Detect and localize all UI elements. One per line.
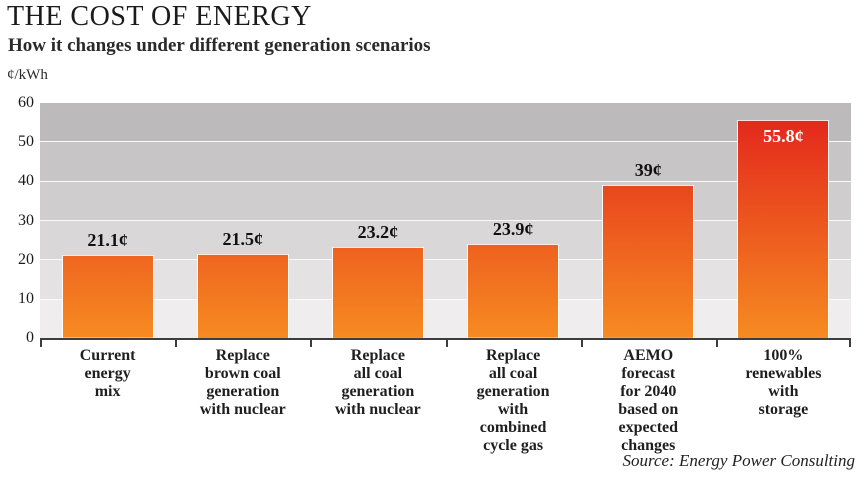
x-axis-tick xyxy=(40,340,42,347)
bar-value-label: 39¢ xyxy=(634,160,662,181)
x-axis-tick xyxy=(310,340,313,347)
chart-subtitle: How it changes under different generatio… xyxy=(8,35,431,56)
y-axis-tick-label: 30 xyxy=(18,211,34,229)
category-label: Replace all coal generation with nuclear xyxy=(335,347,421,418)
bar-value-label: 21.5¢ xyxy=(222,228,264,249)
bar xyxy=(602,185,695,338)
y-axis-tick-label: 0 xyxy=(26,329,34,346)
y-axis-tick-label: 50 xyxy=(18,133,34,151)
grid-band xyxy=(40,180,851,220)
bar-value-label: 55.8¢ xyxy=(763,125,804,146)
bar-value-label: 23.2¢ xyxy=(357,222,399,243)
grid-bands xyxy=(40,103,851,338)
category-label: Replace brown coal generation with nucle… xyxy=(199,347,286,418)
x-axis-tick xyxy=(445,340,448,347)
bar xyxy=(467,244,560,338)
grid-band xyxy=(40,141,851,181)
category-label: Current energy mix xyxy=(79,347,136,400)
bar xyxy=(737,119,830,338)
x-axis-tick xyxy=(715,340,718,347)
bar-value-label: 21.1¢ xyxy=(87,230,128,251)
grid-band xyxy=(40,259,851,299)
bar xyxy=(196,253,289,338)
bar xyxy=(61,255,154,338)
category-label: Replace all coal generation with combine… xyxy=(476,347,550,454)
chart-title: THE COST OF ENERGY xyxy=(7,1,312,32)
y-axis-tick-label: 40 xyxy=(18,172,34,190)
category-label: 100% renewables with storage xyxy=(745,347,822,418)
source-credit: Source: Energy Power Consulting xyxy=(622,451,855,470)
y-axis-tick-label: 20 xyxy=(18,250,34,268)
y-axis-tick-label: 60 xyxy=(18,94,34,111)
y-axis-tick-label: 10 xyxy=(18,289,34,307)
x-axis-tick xyxy=(175,340,178,347)
grid-band xyxy=(40,298,851,338)
y-axis-unit-label: ¢/kWh xyxy=(7,67,48,83)
x-axis-tick xyxy=(580,340,583,347)
category-label: AEMO forecast for 2040 based on expected… xyxy=(618,347,679,454)
grid-band xyxy=(40,103,851,142)
bar xyxy=(331,247,424,338)
grid-band xyxy=(40,219,851,260)
bar-value-label: 23.9¢ xyxy=(492,219,534,240)
x-axis-tick xyxy=(849,340,851,347)
plot-area: 21.1¢ 21.5¢ 23.2¢ 23.9¢ 39¢ 55.8¢ xyxy=(40,103,851,340)
